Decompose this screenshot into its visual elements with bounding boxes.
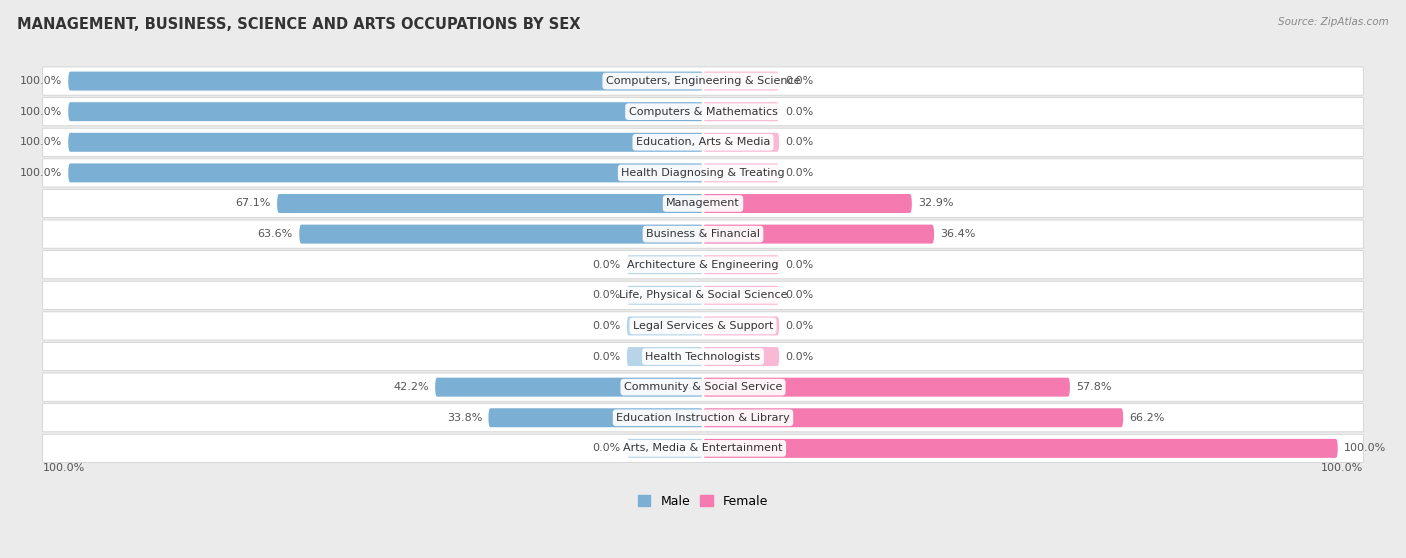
- FancyBboxPatch shape: [42, 281, 1364, 309]
- Text: 100.0%: 100.0%: [20, 107, 62, 117]
- FancyBboxPatch shape: [703, 408, 1123, 427]
- FancyBboxPatch shape: [703, 102, 779, 121]
- FancyBboxPatch shape: [42, 67, 1364, 95]
- FancyBboxPatch shape: [627, 316, 703, 335]
- Text: 0.0%: 0.0%: [592, 321, 620, 331]
- Text: Architecture & Engineering: Architecture & Engineering: [627, 259, 779, 270]
- FancyBboxPatch shape: [627, 439, 703, 458]
- Text: 100.0%: 100.0%: [20, 76, 62, 86]
- Text: 0.0%: 0.0%: [786, 321, 814, 331]
- FancyBboxPatch shape: [703, 347, 779, 366]
- FancyBboxPatch shape: [627, 286, 703, 305]
- FancyBboxPatch shape: [69, 133, 703, 152]
- Text: Computers & Mathematics: Computers & Mathematics: [628, 107, 778, 117]
- Text: 66.2%: 66.2%: [1129, 413, 1166, 423]
- Text: 0.0%: 0.0%: [592, 259, 620, 270]
- FancyBboxPatch shape: [42, 403, 1364, 432]
- FancyBboxPatch shape: [703, 286, 779, 305]
- FancyBboxPatch shape: [42, 128, 1364, 156]
- Text: 100.0%: 100.0%: [1320, 463, 1364, 473]
- Text: 42.2%: 42.2%: [394, 382, 429, 392]
- Text: Life, Physical & Social Science: Life, Physical & Social Science: [619, 290, 787, 300]
- Text: 0.0%: 0.0%: [786, 259, 814, 270]
- Text: Legal Services & Support: Legal Services & Support: [633, 321, 773, 331]
- Text: 33.8%: 33.8%: [447, 413, 482, 423]
- FancyBboxPatch shape: [42, 189, 1364, 218]
- Text: Business & Financial: Business & Financial: [645, 229, 761, 239]
- FancyBboxPatch shape: [277, 194, 703, 213]
- Text: 0.0%: 0.0%: [592, 352, 620, 362]
- FancyBboxPatch shape: [703, 378, 1070, 397]
- FancyBboxPatch shape: [42, 98, 1364, 126]
- Text: Source: ZipAtlas.com: Source: ZipAtlas.com: [1278, 17, 1389, 27]
- Text: 100.0%: 100.0%: [1344, 444, 1386, 453]
- FancyBboxPatch shape: [69, 163, 703, 182]
- FancyBboxPatch shape: [434, 378, 703, 397]
- Text: Education, Arts & Media: Education, Arts & Media: [636, 137, 770, 147]
- Legend: Male, Female: Male, Female: [633, 490, 773, 513]
- FancyBboxPatch shape: [627, 347, 703, 366]
- Text: Management: Management: [666, 199, 740, 209]
- Text: 0.0%: 0.0%: [592, 444, 620, 453]
- Text: Health Diagnosing & Treating: Health Diagnosing & Treating: [621, 168, 785, 178]
- FancyBboxPatch shape: [703, 316, 779, 335]
- FancyBboxPatch shape: [42, 159, 1364, 187]
- FancyBboxPatch shape: [42, 220, 1364, 248]
- FancyBboxPatch shape: [703, 163, 779, 182]
- Text: 63.6%: 63.6%: [257, 229, 292, 239]
- Text: 0.0%: 0.0%: [786, 107, 814, 117]
- Text: 67.1%: 67.1%: [235, 199, 271, 209]
- Text: 0.0%: 0.0%: [592, 290, 620, 300]
- FancyBboxPatch shape: [42, 251, 1364, 279]
- FancyBboxPatch shape: [703, 225, 934, 244]
- Text: 0.0%: 0.0%: [786, 168, 814, 178]
- Text: Health Technologists: Health Technologists: [645, 352, 761, 362]
- FancyBboxPatch shape: [42, 373, 1364, 401]
- FancyBboxPatch shape: [703, 194, 912, 213]
- Text: 0.0%: 0.0%: [786, 290, 814, 300]
- FancyBboxPatch shape: [69, 102, 703, 121]
- FancyBboxPatch shape: [299, 225, 703, 244]
- Text: 36.4%: 36.4%: [941, 229, 976, 239]
- FancyBboxPatch shape: [703, 255, 779, 274]
- FancyBboxPatch shape: [627, 255, 703, 274]
- FancyBboxPatch shape: [42, 343, 1364, 371]
- Text: 57.8%: 57.8%: [1076, 382, 1112, 392]
- FancyBboxPatch shape: [488, 408, 703, 427]
- Text: Education Instruction & Library: Education Instruction & Library: [616, 413, 790, 423]
- FancyBboxPatch shape: [703, 439, 1337, 458]
- Text: 32.9%: 32.9%: [918, 199, 953, 209]
- Text: 100.0%: 100.0%: [42, 463, 86, 473]
- Text: MANAGEMENT, BUSINESS, SCIENCE AND ARTS OCCUPATIONS BY SEX: MANAGEMENT, BUSINESS, SCIENCE AND ARTS O…: [17, 17, 581, 32]
- FancyBboxPatch shape: [703, 71, 779, 90]
- FancyBboxPatch shape: [69, 71, 703, 90]
- Text: Community & Social Service: Community & Social Service: [624, 382, 782, 392]
- Text: 0.0%: 0.0%: [786, 76, 814, 86]
- Text: Arts, Media & Entertainment: Arts, Media & Entertainment: [623, 444, 783, 453]
- Text: 0.0%: 0.0%: [786, 137, 814, 147]
- FancyBboxPatch shape: [703, 133, 779, 152]
- FancyBboxPatch shape: [42, 434, 1364, 463]
- Text: 0.0%: 0.0%: [786, 352, 814, 362]
- FancyBboxPatch shape: [42, 312, 1364, 340]
- Text: Computers, Engineering & Science: Computers, Engineering & Science: [606, 76, 800, 86]
- Text: 100.0%: 100.0%: [20, 137, 62, 147]
- Text: 100.0%: 100.0%: [20, 168, 62, 178]
